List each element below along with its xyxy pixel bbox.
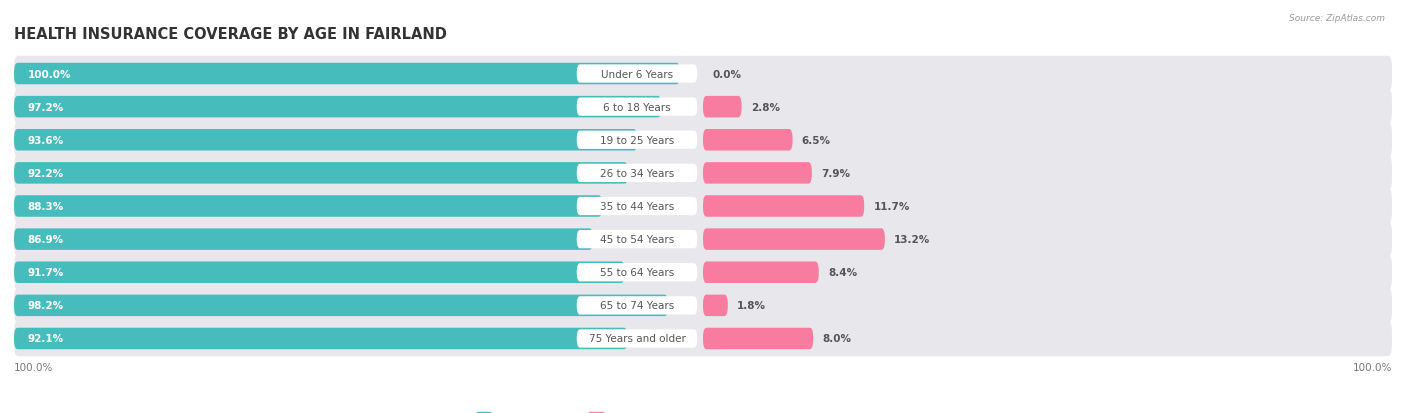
FancyBboxPatch shape (14, 295, 668, 316)
Text: 100.0%: 100.0% (1353, 363, 1392, 373)
Text: 92.1%: 92.1% (28, 334, 63, 344)
FancyBboxPatch shape (14, 328, 627, 349)
Text: 35 to 44 Years: 35 to 44 Years (600, 202, 673, 211)
Text: 6.5%: 6.5% (801, 135, 831, 145)
Text: 26 to 34 Years: 26 to 34 Years (600, 169, 673, 178)
Text: 2.8%: 2.8% (751, 102, 780, 112)
FancyBboxPatch shape (703, 295, 728, 316)
FancyBboxPatch shape (576, 230, 697, 249)
Text: 7.9%: 7.9% (821, 169, 851, 178)
Text: 8.0%: 8.0% (823, 334, 852, 344)
Text: HEALTH INSURANCE COVERAGE BY AGE IN FAIRLAND: HEALTH INSURANCE COVERAGE BY AGE IN FAIR… (14, 26, 447, 41)
FancyBboxPatch shape (576, 65, 697, 83)
Text: 11.7%: 11.7% (873, 202, 910, 211)
FancyBboxPatch shape (14, 255, 1392, 290)
Text: 91.7%: 91.7% (28, 268, 65, 278)
Text: 92.2%: 92.2% (28, 169, 63, 178)
FancyBboxPatch shape (703, 328, 813, 349)
FancyBboxPatch shape (576, 164, 697, 183)
FancyBboxPatch shape (576, 197, 697, 216)
FancyBboxPatch shape (703, 130, 793, 151)
FancyBboxPatch shape (14, 64, 681, 85)
FancyBboxPatch shape (14, 222, 1392, 257)
Text: 45 to 54 Years: 45 to 54 Years (600, 235, 673, 244)
FancyBboxPatch shape (703, 163, 811, 184)
Text: 75 Years and older: 75 Years and older (589, 334, 685, 344)
FancyBboxPatch shape (14, 90, 1392, 125)
Text: 88.3%: 88.3% (28, 202, 65, 211)
Legend: With Coverage, Without Coverage: With Coverage, Without Coverage (472, 408, 713, 413)
Text: 100.0%: 100.0% (14, 363, 53, 373)
Text: 8.4%: 8.4% (828, 268, 858, 278)
Text: 19 to 25 Years: 19 to 25 Years (600, 135, 673, 145)
FancyBboxPatch shape (14, 57, 1392, 92)
Text: 1.8%: 1.8% (737, 301, 766, 311)
FancyBboxPatch shape (14, 321, 1392, 356)
Text: 13.2%: 13.2% (894, 235, 931, 244)
FancyBboxPatch shape (14, 229, 593, 250)
Text: 93.6%: 93.6% (28, 135, 63, 145)
FancyBboxPatch shape (576, 330, 697, 348)
FancyBboxPatch shape (14, 123, 1392, 158)
FancyBboxPatch shape (576, 98, 697, 116)
Text: 97.2%: 97.2% (28, 102, 65, 112)
FancyBboxPatch shape (703, 262, 818, 283)
Text: Under 6 Years: Under 6 Years (600, 69, 673, 79)
Text: 55 to 64 Years: 55 to 64 Years (600, 268, 673, 278)
Text: 98.2%: 98.2% (28, 301, 63, 311)
FancyBboxPatch shape (703, 229, 884, 250)
FancyBboxPatch shape (14, 262, 624, 283)
Text: 86.9%: 86.9% (28, 235, 63, 244)
FancyBboxPatch shape (14, 189, 1392, 224)
Text: 65 to 74 Years: 65 to 74 Years (600, 301, 673, 311)
FancyBboxPatch shape (14, 163, 628, 184)
FancyBboxPatch shape (14, 130, 637, 151)
FancyBboxPatch shape (576, 131, 697, 150)
FancyBboxPatch shape (14, 156, 1392, 191)
FancyBboxPatch shape (14, 288, 1392, 323)
FancyBboxPatch shape (703, 97, 741, 118)
Text: 6 to 18 Years: 6 to 18 Years (603, 102, 671, 112)
FancyBboxPatch shape (14, 97, 661, 118)
FancyBboxPatch shape (576, 297, 697, 315)
Text: 0.0%: 0.0% (713, 69, 741, 79)
Text: 100.0%: 100.0% (28, 69, 72, 79)
FancyBboxPatch shape (576, 263, 697, 282)
Text: Source: ZipAtlas.com: Source: ZipAtlas.com (1289, 14, 1385, 24)
FancyBboxPatch shape (14, 196, 602, 217)
FancyBboxPatch shape (703, 196, 865, 217)
